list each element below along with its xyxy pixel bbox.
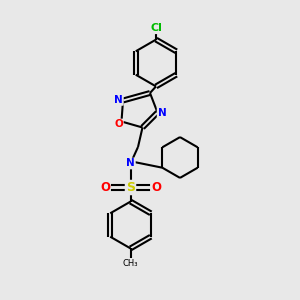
- Text: Cl: Cl: [150, 23, 162, 33]
- Text: N: N: [126, 158, 135, 169]
- Text: O: O: [151, 181, 161, 194]
- Text: O: O: [114, 119, 123, 130]
- Text: N: N: [158, 107, 166, 118]
- Text: S: S: [126, 181, 135, 194]
- Text: O: O: [100, 181, 110, 194]
- Text: CH₃: CH₃: [123, 260, 138, 268]
- Text: N: N: [114, 95, 123, 105]
